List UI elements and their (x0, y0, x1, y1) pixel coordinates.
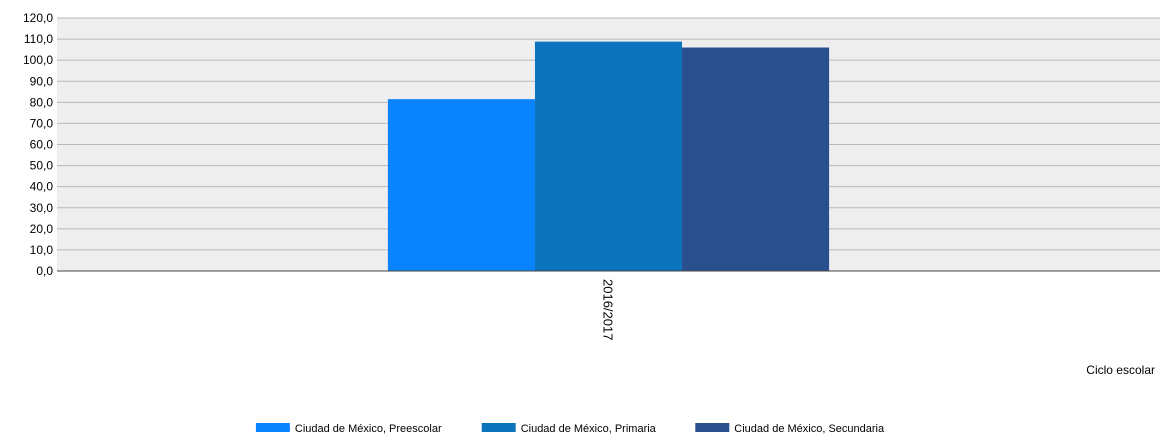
legend-label: Ciudad de México, Primaria (521, 423, 657, 435)
x-axis-category-labels: 2016/2017 (601, 279, 616, 340)
y-axis-tick-labels: 0,0 10,0 20,0 30,0 40,0 50,0 60,0 70,0 80,0 90,0 1… (23, 11, 53, 278)
bar (682, 47, 830, 272)
y-tick-label: 30,0 (30, 201, 54, 215)
x-category-label: 2016/2017 (601, 279, 616, 340)
legend-swatch (255, 423, 290, 432)
y-tick-label: 40,0 (30, 180, 54, 194)
y-tick-label: 50,0 (30, 159, 54, 173)
legend-swatch (481, 423, 516, 432)
legend-label: Ciudad de México, Secundaria (734, 423, 885, 435)
y-tick-label: 90,0 (30, 74, 54, 88)
y-tick-label: 60,0 (30, 138, 54, 152)
y-tick-label: 110,0 (24, 32, 53, 46)
bars (387, 41, 830, 272)
y-tick-label: 70,0 (30, 116, 54, 130)
y-tick-label: 0,0 (36, 264, 53, 278)
y-tick-label: 20,0 (30, 222, 54, 236)
y-tick-label: 120,0 (23, 11, 53, 25)
y-tick-label: 10,0 (30, 243, 54, 257)
legend-swatch (695, 423, 730, 432)
y-tick-label: 100,0 (23, 53, 53, 67)
bar (387, 99, 535, 271)
x-axis-title: Ciclo escolar (1086, 363, 1155, 377)
legend-label: Ciudad de México, Preescolar (295, 423, 442, 435)
legend: Ciudad de México, Preescolar Ciudad de Mé… (255, 423, 885, 435)
bar (534, 41, 683, 271)
y-tick-label: 80,0 (30, 95, 54, 109)
